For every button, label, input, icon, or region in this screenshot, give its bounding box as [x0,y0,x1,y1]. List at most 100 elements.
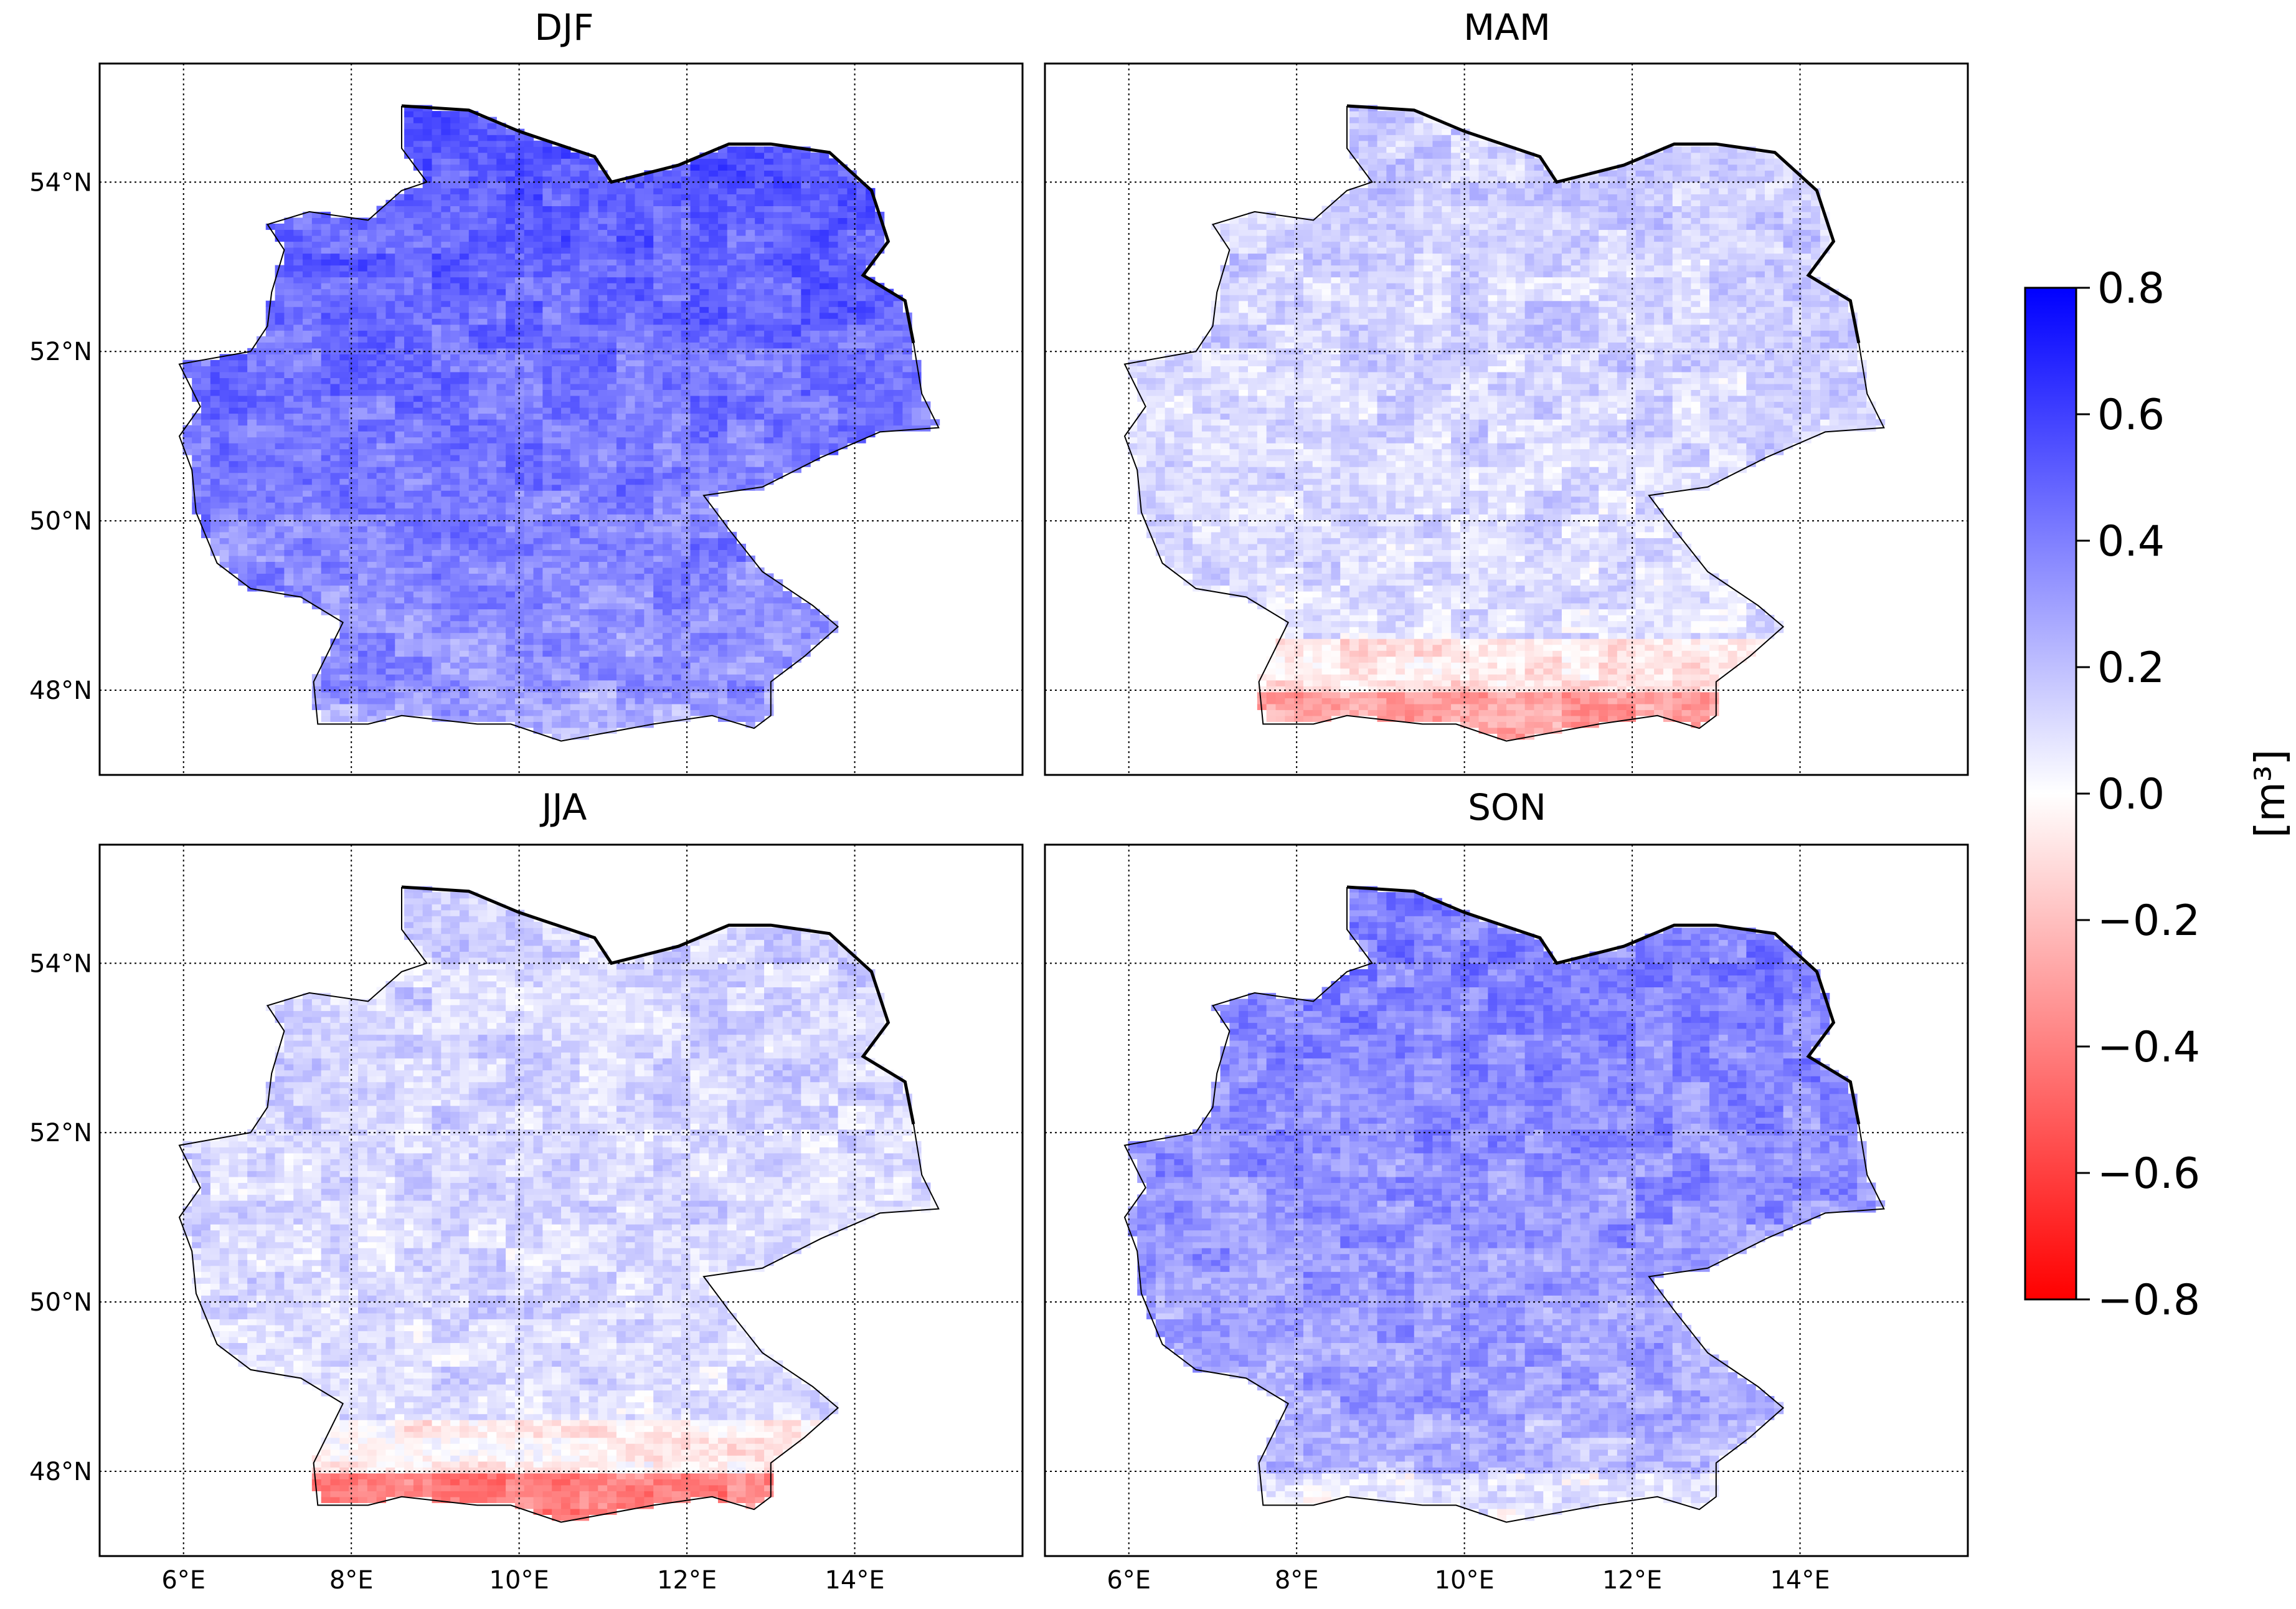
heatmap-cell [404,662,413,668]
heatmap-cell [635,680,645,686]
heatmap-cell [745,573,755,579]
heatmap-cell [663,621,672,627]
heatmap-cell [635,662,645,668]
heatmap-cell [377,621,386,627]
heatmap-cell [644,579,653,586]
heatmap-cell [737,573,746,579]
heatmap-cell [773,621,783,627]
heatmap-cell [690,704,699,710]
heatmap-cell [349,627,358,633]
heatmap-cell [432,609,442,615]
heatmap-cell [718,710,727,716]
heatmap-cell [349,579,358,586]
heatmap-cell [699,692,709,698]
heatmap-cell [607,567,617,574]
heatmap-cell [266,585,275,591]
heatmap-cell [331,591,340,597]
heatmap-cell [745,579,755,586]
heatmap-cell [339,633,349,639]
heatmap-cell [709,621,718,627]
heatmap-cell [598,615,607,621]
heatmap-cell [534,721,543,728]
heatmap-cell [783,621,792,627]
heatmap-cell [709,603,718,609]
heatmap-cell [552,591,561,597]
heatmap-cell [312,579,321,586]
heatmap-cell [487,668,496,675]
heatmap-cell [404,638,413,645]
heatmap-cell [727,603,737,609]
heatmap-cell [524,603,534,609]
heatmap-cell [331,674,340,680]
heatmap-cell [534,692,543,698]
heatmap-cell [404,609,413,615]
heatmap-cell [423,662,432,668]
heatmap-cell [580,579,589,586]
heatmap-cell [635,579,645,586]
heatmap-cell [450,698,460,704]
heatmap-cell [367,674,377,680]
heatmap-cell [570,692,580,698]
heatmap-cell [561,662,570,668]
heatmap-cell [570,597,580,604]
heatmap-cell [478,597,488,604]
heatmap-cell [487,597,496,604]
heatmap-cell [672,615,681,621]
heatmap-cell [395,591,404,597]
heatmap-cell [312,585,321,591]
heatmap-cell [321,597,331,604]
heatmap-cell [755,579,764,586]
heatmap-cell [653,573,663,579]
heatmap-cell [395,585,404,591]
heatmap-cell [469,615,478,621]
heatmap-cell [321,674,331,680]
heatmap-cell [663,692,672,698]
heatmap-cell [487,710,496,716]
heatmap-cell [450,591,460,597]
heatmap-cell [413,567,423,574]
heatmap-cell [681,585,691,591]
heatmap-cell [469,609,478,615]
heatmap-cell [681,668,691,675]
heatmap-cell [413,615,423,621]
heatmap-cell [598,585,607,591]
heatmap-cell [312,686,321,692]
heatmap-cell [496,638,506,645]
heatmap-cell [423,680,432,686]
heatmap-cell [588,650,598,657]
heatmap-cell [358,609,367,615]
heatmap-cell [635,692,645,698]
heatmap-cell [312,567,321,574]
heatmap-cell [745,591,755,597]
heatmap-cell [727,591,737,597]
heatmap-cell [718,662,727,668]
heatmap-cell [552,597,561,604]
heatmap-cell [745,585,755,591]
heatmap-cell [432,633,442,639]
heatmap-cell [653,650,663,657]
heatmap-cell [377,674,386,680]
heatmap-cell [644,680,653,686]
heatmap-cell [339,585,349,591]
heatmap-cell [404,657,413,663]
heatmap-cell [312,698,321,704]
heatmap-cell [727,633,737,639]
heatmap-cell [367,686,377,692]
heatmap-cell [690,633,699,639]
heatmap-cell [377,680,386,686]
heatmap-cell [506,579,515,586]
heatmap-cell [423,668,432,675]
heatmap-cell [561,603,570,609]
heatmap-cell [663,686,672,692]
heatmap-cell [385,579,395,586]
heatmap-cell [487,579,496,586]
heatmap-cell [737,674,746,680]
heatmap-cell [617,609,626,615]
heatmap-cell [663,615,672,621]
heatmap-cell [745,692,755,698]
heatmap-cell [653,686,663,692]
heatmap-cell [432,615,442,621]
heatmap-cell [718,657,727,663]
heatmap-cell [478,591,488,597]
heatmap-cell [580,674,589,680]
